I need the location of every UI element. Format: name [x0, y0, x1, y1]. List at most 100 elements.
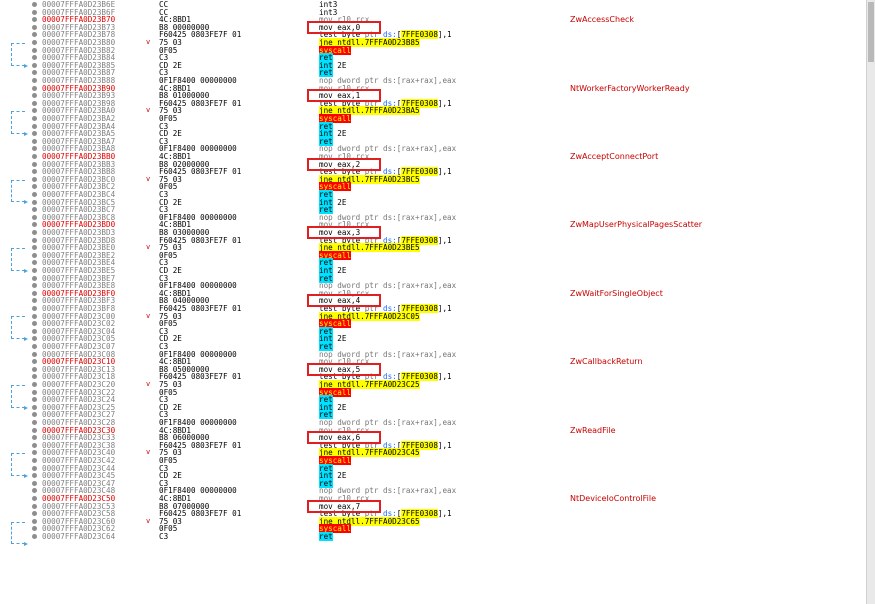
breakpoint-dot-icon[interactable] — [32, 192, 37, 197]
breakpoint-dot-icon[interactable] — [32, 9, 37, 15]
breakpoint-dot-icon[interactable] — [32, 62, 37, 68]
instruction-row[interactable]: 00007FFFA0D23C30 4C:8BD1 mov r10,rcx ZwRead… — [0, 426, 866, 435]
breakpoint-dot-icon[interactable] — [32, 328, 37, 334]
breakpoint-dot-icon[interactable] — [32, 275, 37, 281]
instruction-row[interactable]: 00007FFFA0D23B80 v 75 03 jne ntdll.7FFFA0D2… — [0, 38, 866, 47]
breakpoint-dot-icon[interactable] — [32, 374, 37, 380]
breakpoint-dot-icon[interactable] — [32, 222, 37, 228]
breakpoint-dot-icon[interactable] — [32, 359, 37, 365]
breakpoint-dot-icon[interactable] — [32, 40, 37, 45]
instruction-row[interactable]: 00007FFFA0D23BD0 4C:8BD1 mov r10,rcx ZwMapU… — [0, 221, 866, 229]
instruction-row[interactable]: 00007FFFA0D23C28 0F1F8400 00000000 nop dwo… — [0, 419, 866, 427]
instruction-row[interactable]: 00007FFFA0D23BC0 v 75 03 jne ntdll.7FFFA0D2… — [0, 174, 866, 184]
breakpoint-dot-icon[interactable] — [32, 389, 37, 395]
breakpoint-dot-icon[interactable] — [32, 116, 37, 121]
instruction-row[interactable]: 00007FFFA0D23B6E CC int3 — [0, 1, 866, 9]
breakpoint-dot-icon[interactable] — [32, 78, 37, 83]
instruction-row[interactable]: 00007FFFA0D23BC7 C3 ret — [0, 205, 866, 215]
breakpoint-dot-icon[interactable] — [32, 427, 37, 433]
breakpoint-dot-icon[interactable] — [32, 268, 37, 273]
instruction-row[interactable]: 00007FFFA0D23C60 v 75 03 jne ntdll.7FFFA0D2… — [0, 516, 866, 526]
instruction-row[interactable]: 00007FFFA0D23BA2 0F05 syscall — [0, 114, 866, 123]
breakpoint-dot-icon[interactable] — [32, 397, 37, 403]
instruction-row[interactable]: 00007FFFA0D23BE4 C3 ret — [0, 258, 866, 268]
instruction-row[interactable]: 00007FFFA0D23C22 0F05 syscall — [0, 387, 866, 397]
breakpoint-dot-icon[interactable] — [32, 237, 37, 243]
breakpoint-dot-icon[interactable] — [32, 465, 37, 471]
instruction-row[interactable]: 00007FFFA0D23C27 C3 ret — [0, 410, 866, 420]
instruction-row[interactable]: 00007FFFA0D23C44 C3 ret — [0, 463, 866, 473]
breakpoint-dot-icon[interactable] — [32, 138, 37, 144]
instruction-row[interactable]: 00007FFFA0D23C53 B8 07000000 mov eax,7 — [0, 502, 866, 511]
instruction-row[interactable]: 00007FFFA0D23BD3 B8 03000000 mov eax,3 — [0, 229, 866, 237]
instruction-row[interactable]: 00007FFFA0D23C13 B8 05000000 mov eax,5 — [0, 366, 866, 374]
instruction-row[interactable]: 00007FFFA0D23BB3 B8 02000000 mov eax,2 — [0, 160, 866, 169]
breakpoint-dot-icon[interactable] — [32, 245, 37, 251]
instruction-row[interactable]: 00007FFFA0D23BA5 CD 2E int 2E — [0, 129, 866, 139]
instruction-row[interactable]: 00007FFFA0D23B6F CC int3 — [0, 8, 866, 17]
breakpoint-dot-icon[interactable] — [32, 321, 37, 327]
instruction-row[interactable]: 00007FFFA0D23C58 F60425 0803FE7F 01 test b… — [0, 509, 866, 519]
breakpoint-dot-icon[interactable] — [32, 131, 37, 137]
vertical-scrollbar[interactable] — [866, 0, 875, 604]
breakpoint-dot-icon[interactable] — [32, 47, 37, 53]
instruction-row[interactable]: 00007FFFA0D23C48 0F1F8400 00000000 nop dwo… — [0, 487, 866, 495]
breakpoint-dot-icon[interactable] — [32, 351, 37, 357]
breakpoint-dot-icon[interactable] — [32, 230, 37, 235]
instruction-row[interactable]: 00007FFFA0D23C02 0F05 syscall — [0, 319, 866, 329]
instruction-row[interactable]: 00007FFFA0D23C33 B8 06000000 mov eax,6 — [0, 434, 866, 442]
instruction-row[interactable]: 00007FFFA0D23C45 CD 2E int 2E — [0, 471, 866, 481]
breakpoint-dot-icon[interactable] — [32, 123, 37, 129]
breakpoint-dot-icon[interactable] — [32, 480, 37, 486]
breakpoint-dot-icon[interactable] — [32, 154, 37, 159]
instruction-row[interactable]: 00007FFFA0D23BA0 v 75 03 jne ntdll.7FFFA0D2… — [0, 106, 866, 116]
breakpoint-dot-icon[interactable] — [32, 518, 37, 524]
breakpoint-dot-icon[interactable] — [32, 108, 37, 114]
breakpoint-dot-icon[interactable] — [32, 503, 37, 509]
breakpoint-dot-icon[interactable] — [32, 306, 37, 311]
instruction-row[interactable]: 00007FFFA0D23C64 C3 ret — [0, 532, 866, 541]
scrollbar-thumb[interactable] — [868, 2, 874, 62]
instruction-row[interactable]: 00007FFFA0D23C25 CD 2E int 2E — [0, 402, 866, 412]
breakpoint-dot-icon[interactable] — [32, 252, 37, 258]
instruction-row[interactable]: 00007FFFA0D23C20 v 75 03 jne ntdll.7FFFA0D2… — [0, 380, 866, 389]
instruction-row[interactable]: 00007FFFA0D23B78 F60425 0803FE7F 01 test b… — [0, 30, 866, 40]
breakpoint-dot-icon[interactable] — [32, 526, 37, 532]
instruction-row[interactable]: 00007FFFA0D23C00 v 75 03 jne ntdll.7FFFA0D2… — [0, 311, 866, 321]
instruction-row[interactable]: 00007FFFA0D23BB0 4C:8BD1 mov r10,rcx ZwAcce… — [0, 153, 866, 161]
instruction-row[interactable]: 00007FFFA0D23B73 B8 00000000 mov eax,0 — [0, 24, 866, 32]
instruction-row[interactable]: 00007FFFA0D23BE2 0F05 syscall — [0, 250, 866, 260]
breakpoint-dot-icon[interactable] — [32, 214, 37, 220]
breakpoint-dot-icon[interactable] — [32, 17, 37, 23]
instruction-row[interactable]: 00007FFFA0D23C38 F60425 0803FE7F 01 test b… — [0, 440, 866, 450]
breakpoint-dot-icon[interactable] — [32, 298, 37, 304]
breakpoint-dot-icon[interactable] — [32, 55, 37, 61]
instruction-row[interactable]: 00007FFFA0D23B82 0F05 syscall — [0, 45, 866, 55]
instruction-row[interactable]: 00007FFFA0D23BD8 F60425 0803FE7F 01 test b… — [0, 235, 866, 245]
instruction-row[interactable]: 00007FFFA0D23C47 C3 ret — [0, 478, 866, 488]
breakpoint-dot-icon[interactable] — [32, 290, 37, 296]
instruction-row[interactable]: 00007FFFA0D23B98 F60425 0803FE7F 01 test b… — [0, 98, 866, 108]
breakpoint-dot-icon[interactable] — [32, 534, 37, 539]
instruction-row[interactable]: 00007FFFA0D23B87 C3 ret — [0, 68, 866, 78]
breakpoint-dot-icon[interactable] — [32, 382, 37, 387]
breakpoint-dot-icon[interactable] — [32, 100, 37, 106]
instruction-row[interactable]: 00007FFFA0D23C50 4C:8BD1 mov r10,rcx NtDevi… — [0, 495, 866, 503]
instruction-row[interactable]: 00007FFFA0D23B93 B8 01000000 mov eax,1 — [0, 92, 866, 100]
breakpoint-dot-icon[interactable] — [32, 207, 37, 213]
instruction-row[interactable]: 00007FFFA0D23C62 0F05 syscall — [0, 524, 866, 534]
breakpoint-dot-icon[interactable] — [32, 24, 37, 30]
instruction-row[interactable]: 00007FFFA0D23BB8 F60425 0803FE7F 01 test b… — [0, 167, 866, 177]
instruction-row[interactable]: 00007FFFA0D23BC4 C3 ret — [0, 190, 866, 199]
instruction-row[interactable]: 00007FFFA0D23C40 v 75 03 jne ntdll.7FFFA0D2… — [0, 448, 866, 458]
instruction-row[interactable]: 00007FFFA0D23B84 C3 ret — [0, 53, 866, 63]
breakpoint-dot-icon[interactable] — [32, 2, 37, 7]
instruction-row[interactable]: 00007FFFA0D23BE5 CD 2E int 2E — [0, 266, 866, 275]
breakpoint-dot-icon[interactable] — [32, 420, 37, 425]
instruction-row[interactable]: 00007FFFA0D23BC5 CD 2E int 2E — [0, 197, 866, 207]
breakpoint-dot-icon[interactable] — [32, 260, 37, 266]
breakpoint-dot-icon[interactable] — [32, 146, 37, 152]
breakpoint-dot-icon[interactable] — [32, 336, 37, 342]
instruction-row[interactable]: 00007FFFA0D23BF3 B8 04000000 mov eax,4 — [0, 297, 866, 305]
